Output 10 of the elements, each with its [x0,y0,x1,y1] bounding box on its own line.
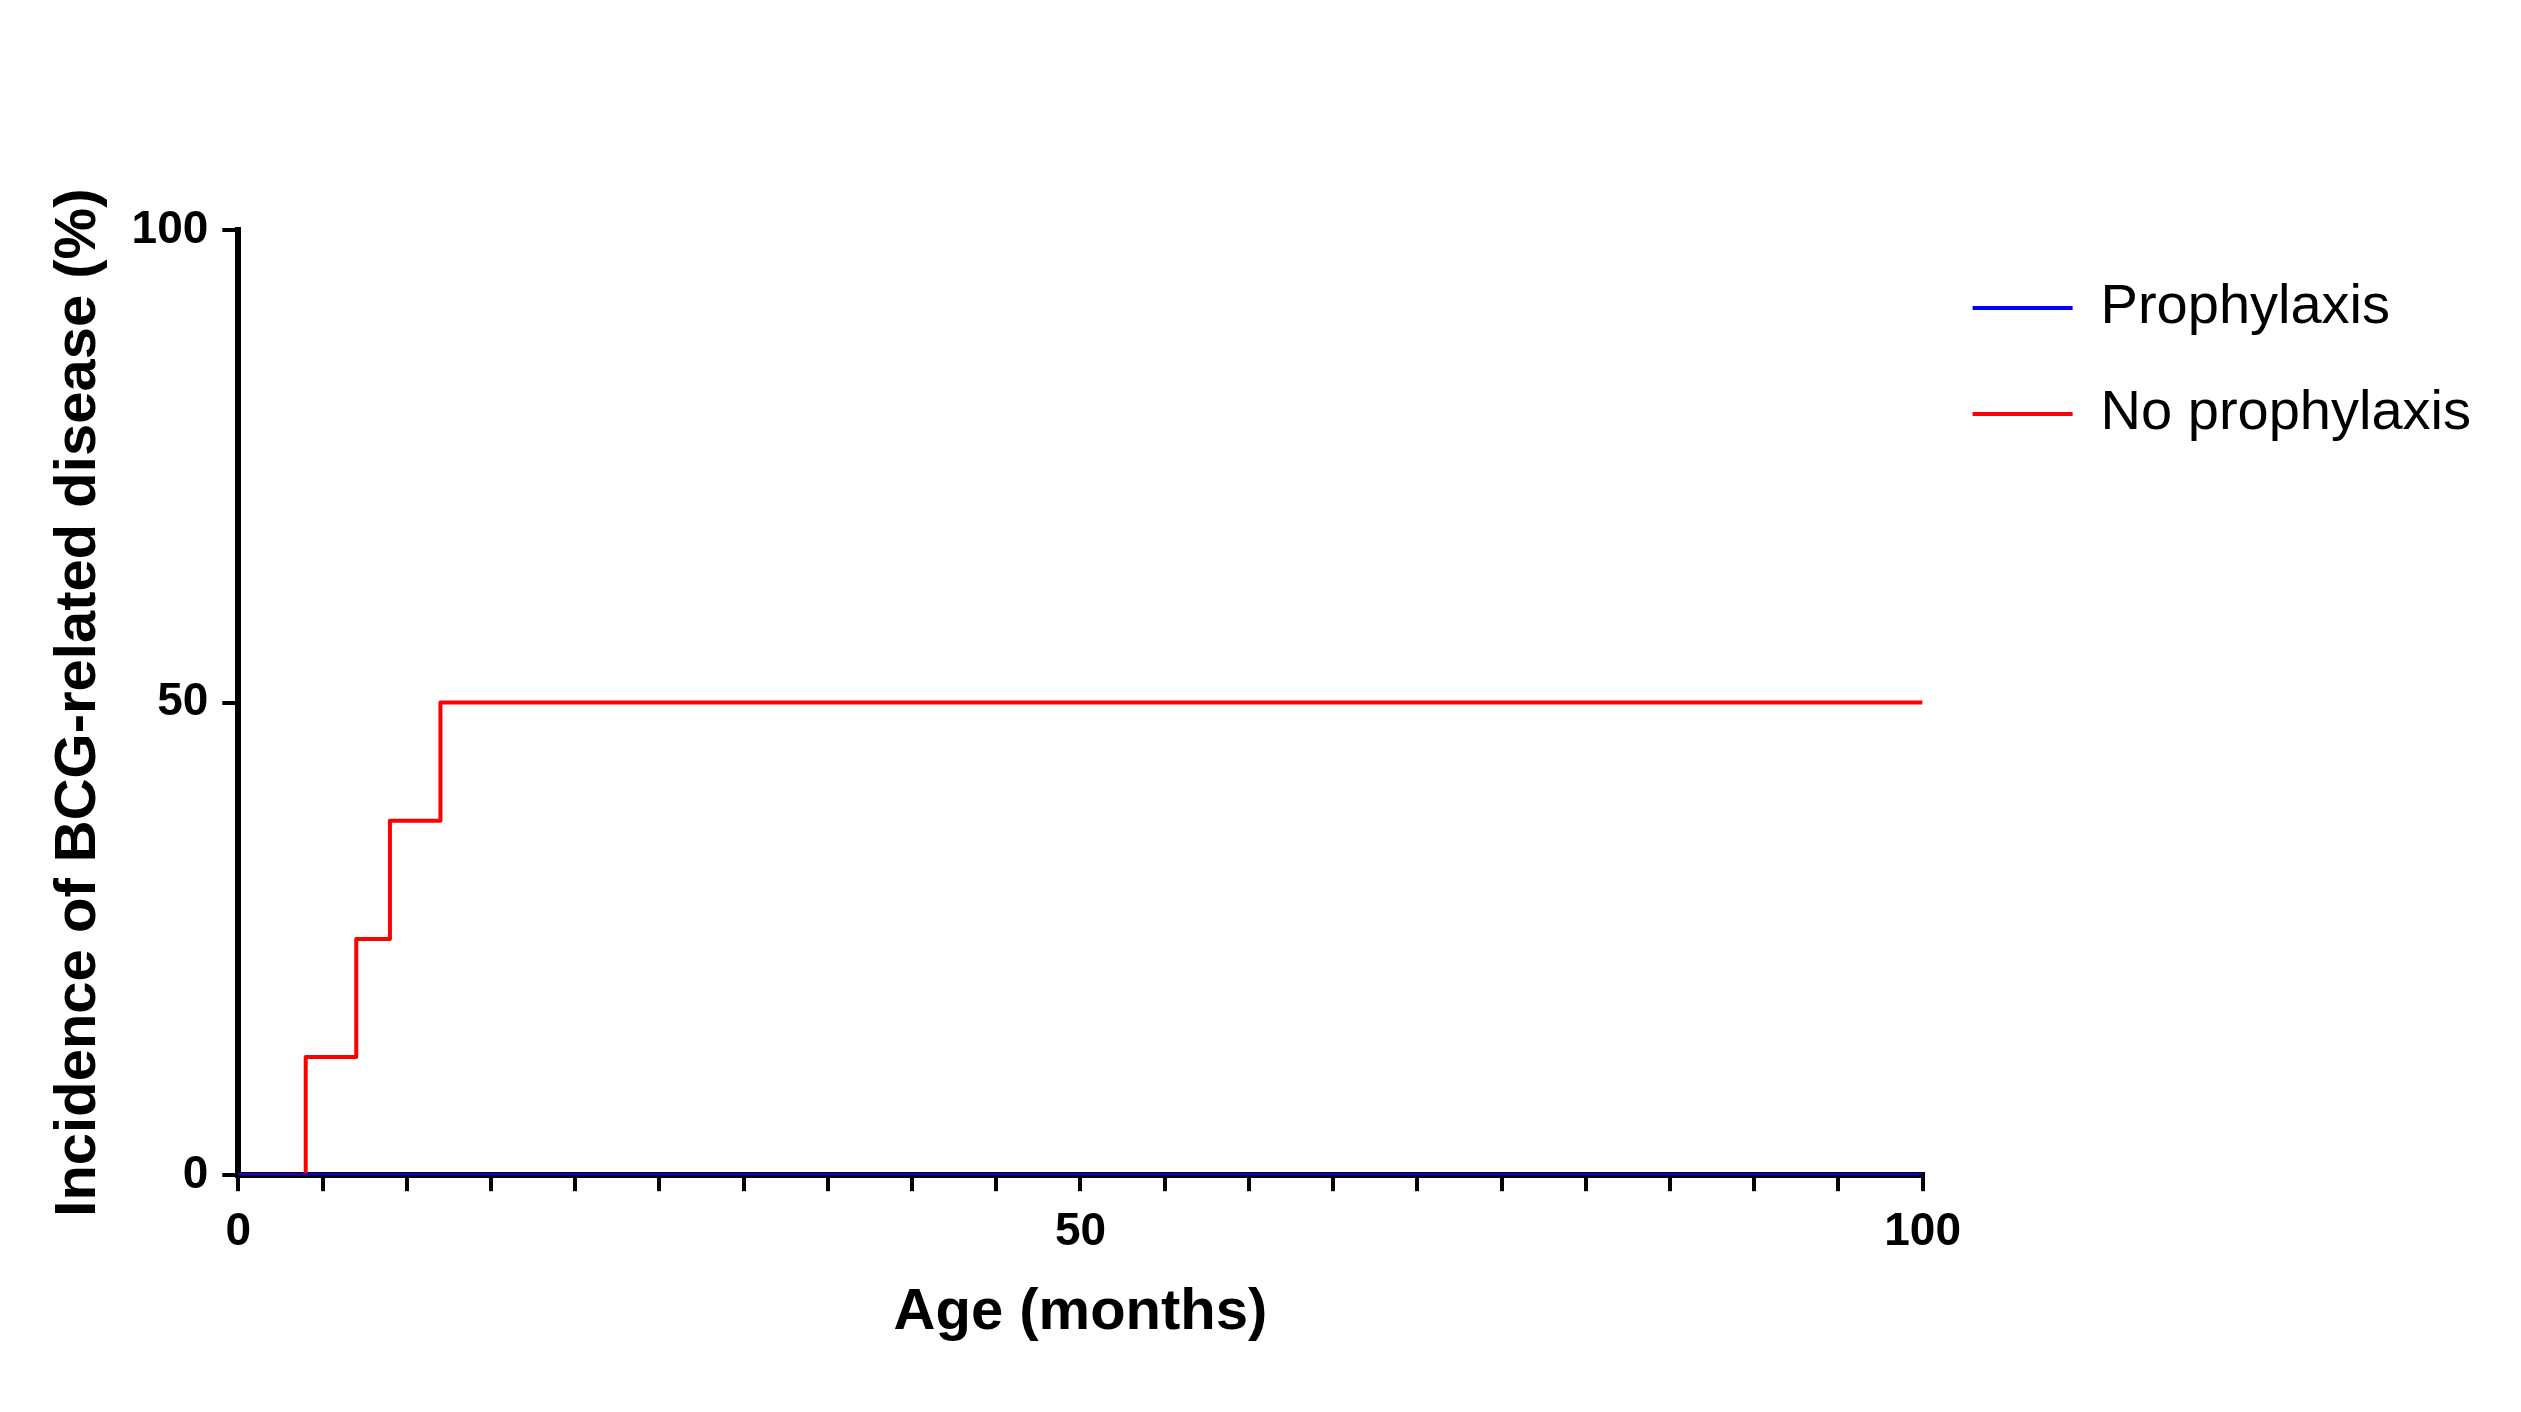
legend-label: No prophylaxis [2100,378,2472,442]
x-tick-label: 100 [1884,1203,1961,1256]
legend-label: Prophylaxis [2100,272,2391,336]
x-tick-label: 50 [1054,1203,1107,1256]
y-axis-title: Incidence of BCG-related disease (%) [41,188,107,1217]
y-tick-label: 100 [131,200,209,253]
y-tick-label: 0 [182,1145,209,1198]
y-tick-label: 50 [157,673,209,726]
x-tick-label: 0 [225,1203,252,1256]
x-axis-title: Age (months) [893,1276,1268,1342]
